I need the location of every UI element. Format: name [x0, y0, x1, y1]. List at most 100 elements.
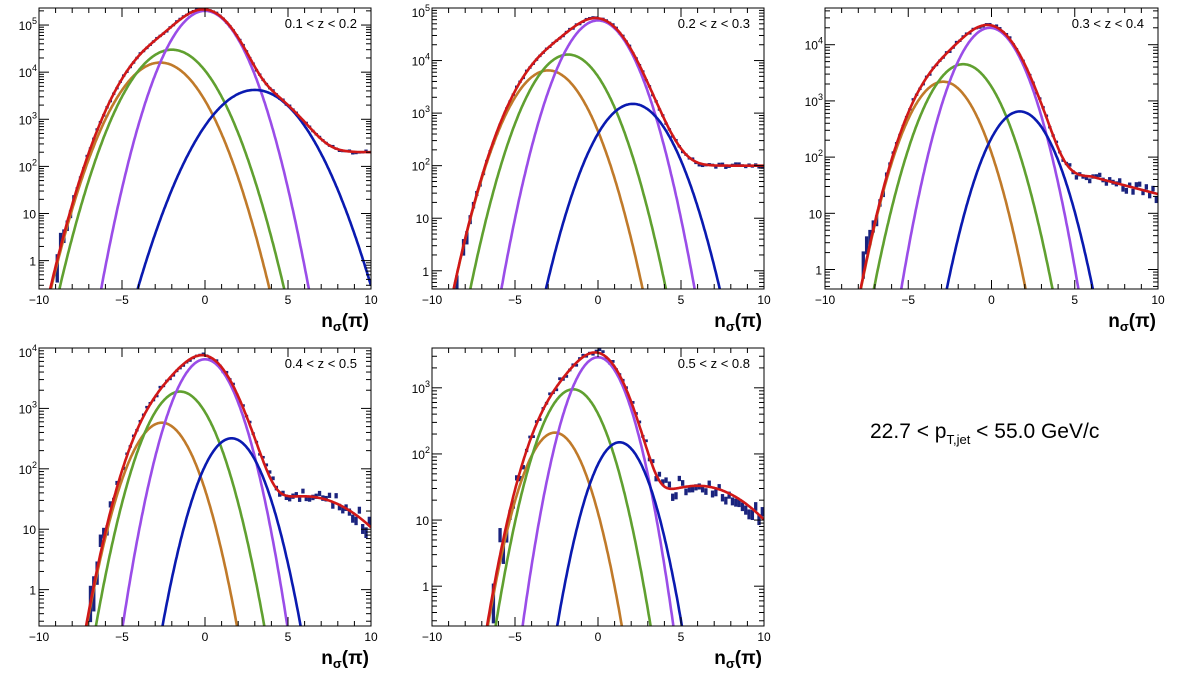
fit-components: [49, 9, 371, 289]
data-point: [367, 516, 371, 526]
x-axis: −10 −5 0 5 10: [422, 348, 771, 644]
data-point: [674, 492, 678, 500]
data-point: [684, 488, 688, 496]
x-axis-title: nσ(π): [714, 648, 762, 671]
total-fit-curve: [859, 23, 1158, 289]
data-point: [1154, 196, 1158, 204]
data-point: [278, 491, 282, 497]
y-tick-label: 1: [29, 255, 36, 269]
data-point: [564, 375, 569, 378]
data-point: [498, 528, 502, 543]
component-curve-2: [494, 388, 652, 626]
data-point: [1134, 182, 1139, 188]
total-fit-curve: [84, 353, 371, 626]
data-point: [518, 475, 522, 482]
data-point: [297, 496, 302, 502]
data-point: [727, 491, 731, 499]
y-tick-label: 10: [809, 207, 823, 221]
data-point: [528, 435, 532, 439]
data-point: [868, 229, 872, 246]
data-point: [294, 492, 298, 498]
data-point: [730, 497, 735, 506]
data-point: [687, 486, 691, 493]
data-point: [747, 509, 751, 520]
x-tick-label: 10: [757, 630, 771, 644]
component-curve-1: [49, 61, 271, 289]
panel-label: 0.3 < z < 0.4: [1072, 16, 1144, 31]
data-point: [288, 495, 292, 502]
data-point: [700, 164, 705, 168]
data-point: [1098, 172, 1102, 177]
data-point: [667, 481, 672, 488]
plot-area: [84, 352, 371, 626]
x-tick-label: 10: [364, 293, 378, 307]
x-tick-label: 0: [595, 293, 602, 307]
data-point: [707, 480, 711, 487]
data-point: [337, 503, 342, 511]
data-point: [201, 352, 205, 356]
data-point: [531, 435, 535, 439]
panel-label: 0.5 < z < 0.8: [678, 356, 750, 371]
data-point: [347, 508, 352, 516]
x-tick-label: −5: [508, 293, 522, 307]
data-point: [515, 475, 519, 481]
fit-components: [859, 26, 1095, 289]
data-point: [581, 353, 585, 357]
y-axis: 1 10 102 103 104: [805, 10, 1158, 287]
data-point: [717, 162, 721, 166]
x-tick-label: −10: [815, 293, 836, 307]
panel-5: −10 −5 0 5 10 1 10 102 103 0.5 < z < 0.8 nσ(π): [412, 347, 771, 671]
y-tick-label: 102: [19, 157, 37, 174]
data-point: [737, 498, 741, 508]
data-point: [591, 352, 595, 356]
data-point: [744, 505, 748, 515]
total-fit-curve: [48, 8, 371, 289]
plot-area: [452, 16, 764, 289]
data-point: [1118, 178, 1122, 184]
x-axis-title: nσ(π): [1108, 311, 1156, 334]
data-point: [331, 502, 335, 509]
x-tick-label: −10: [422, 293, 443, 307]
data-point: [317, 490, 322, 496]
y-axis: 1 10 102 103 104 105: [19, 10, 371, 286]
data-point: [1144, 184, 1149, 190]
panel-4: −10 −5 0 5 10 1 10 102 103 104 0.4 < z < 0.5 nσ(π): [19, 343, 378, 671]
x-tick-label: −5: [115, 630, 129, 644]
y-tick-label: 102: [19, 460, 37, 477]
data-point: [700, 486, 705, 493]
component-curve-4: [136, 88, 371, 289]
component-curve-3: [99, 9, 311, 289]
data-point: [307, 496, 312, 502]
data-point: [714, 489, 718, 497]
x-tick-label: −5: [508, 630, 522, 644]
panel-label: 0.4 < z < 0.5: [285, 356, 357, 371]
y-tick-label: 10: [23, 208, 37, 222]
data-point: [271, 476, 275, 481]
y-tick-label: 105: [412, 3, 430, 20]
data-point: [760, 507, 764, 517]
fit-components: [486, 355, 684, 626]
data-point: [327, 492, 332, 498]
y-axis: 1 10 102 103 104 105: [412, 3, 764, 288]
data-point: [740, 502, 745, 512]
data-point: [284, 494, 288, 501]
x-axis-title: nσ(π): [321, 648, 369, 671]
y-tick-label: 103: [19, 399, 37, 416]
data-point: [861, 251, 865, 279]
component-curve-4: [555, 441, 684, 626]
data-point: [1104, 180, 1109, 186]
data-point: [1151, 185, 1155, 192]
data-point: [357, 506, 362, 514]
x-tick-label: 0: [595, 630, 602, 644]
panel-3: −10 −5 0 5 10 1 10 102 103 104 0.3 < z < 0.4 nσ(π): [805, 7, 1165, 334]
y-tick-label: 105: [19, 16, 37, 33]
data-point: [690, 485, 695, 493]
panel-1: −10 −5 0 5 10 1 10 102 103 104 105 0.1 < z < 0.2 nσ(…: [19, 7, 378, 334]
component-curve-3: [121, 358, 289, 626]
component-curve-2: [58, 48, 286, 289]
data-point: [737, 162, 741, 166]
data-point: [1124, 187, 1129, 194]
x-axis-title: nσ(π): [321, 311, 369, 334]
x-tick-label: −10: [422, 630, 443, 644]
data-point: [558, 377, 562, 381]
